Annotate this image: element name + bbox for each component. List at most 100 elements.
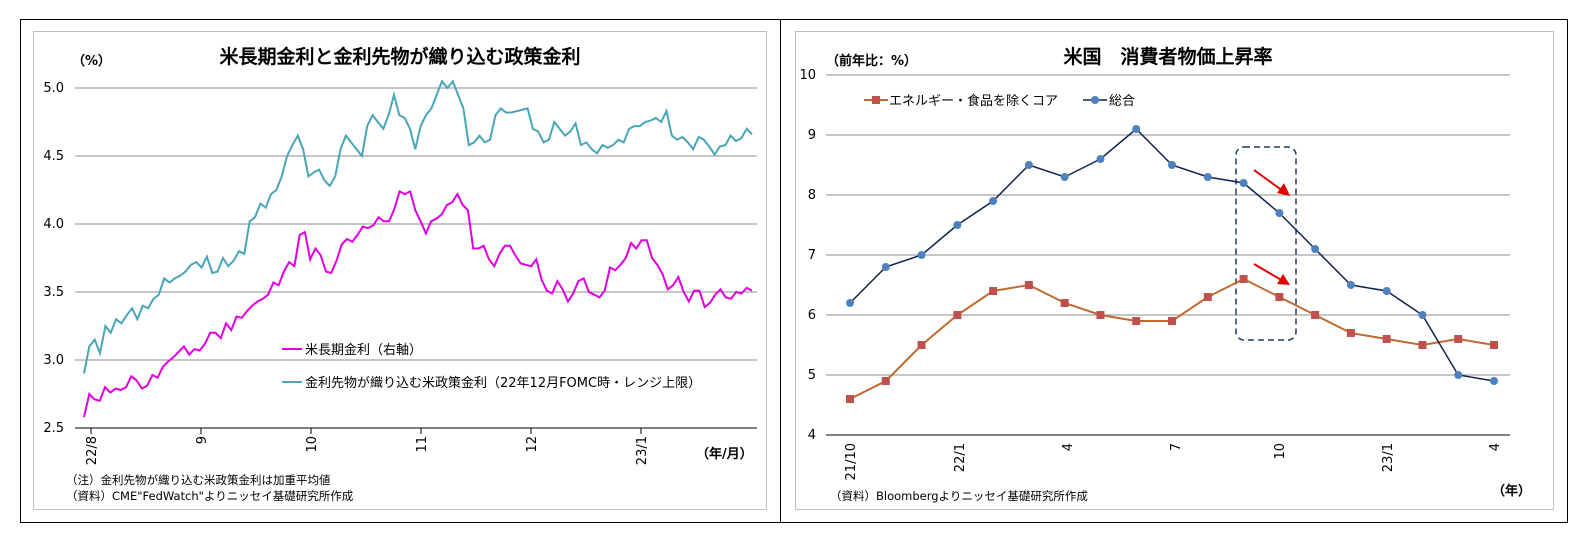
left-x-tick-22-8: 22/8 <box>85 436 100 465</box>
left-x-ticks <box>90 428 642 434</box>
left-y-tick-3.0: 3.0 <box>43 353 64 368</box>
right-y-tick-4: 4 <box>808 428 816 443</box>
data-point-21-12 <box>917 341 926 349</box>
right-legend: エネルギー・食品を除くコア 総合 <box>864 93 1135 109</box>
right-x-tick-23-1: 23/1 <box>1381 443 1396 472</box>
data-point-23-2 <box>1418 341 1427 349</box>
data-point-22-3 <box>1024 161 1033 169</box>
legend-label-policy-rate-futures: 金利先物が織り込む米政策金利（22年12月FOMC時・レンジ上限） <box>305 375 701 391</box>
left-chart: 米長期金利と金利先物が織り込む政策金利 （%） 5.0 4.5 4.0 3.5 … <box>43 45 757 503</box>
data-point-22-1 <box>953 311 962 319</box>
left-y-unit: （%） <box>72 53 111 69</box>
data-point-21-11 <box>881 263 890 271</box>
outer-frame-right <box>1567 19 1568 523</box>
right-x-tick-4: 4 <box>1061 443 1076 451</box>
left-x-tick-11: 11 <box>415 436 430 453</box>
right-chart-box <box>795 31 1554 510</box>
right-x-tick-4b: 4 <box>1488 443 1503 451</box>
outer-frame-left <box>20 19 21 523</box>
legend-marker-headline-cpi <box>1091 96 1099 104</box>
data-point-22-10 <box>1275 293 1284 301</box>
data-point-23-1 <box>1382 335 1391 343</box>
left-chart-box <box>33 31 767 510</box>
data-point-22-2 <box>989 287 998 295</box>
left-y-tick-labels: 5.0 4.5 4.0 3.5 3.0 2.5 <box>43 81 64 436</box>
right-y-tick-7: 7 <box>808 248 816 263</box>
down-arrow-head-icon <box>1277 183 1290 196</box>
down-arrow-icon <box>1253 263 1284 282</box>
data-point-23-4 <box>1490 341 1498 349</box>
data-point-22-8 <box>1203 293 1212 301</box>
data-point-22-4 <box>1060 173 1069 181</box>
left-chart-title: 米長期金利と金利先物が織り込む政策金利 <box>219 45 580 68</box>
data-point-22-12 <box>1346 281 1355 289</box>
right-chart: 米国 消費者物価上昇率 （前年比：%） 10 9 8 7 6 5 4 21/10… <box>799 45 1531 503</box>
left-x-tick-10: 10 <box>305 436 320 453</box>
data-point-23-4 <box>1490 377 1498 385</box>
left-x-tick-labels: 22/8 9 10 11 12 23/1 <box>85 436 650 465</box>
data-point-22-5 <box>1096 155 1105 163</box>
data-point-22-9 <box>1239 275 1248 283</box>
right-chart-title: 米国 消費者物価上昇率 <box>1063 45 1272 68</box>
right-y-tick-9: 9 <box>808 128 816 143</box>
right-x-tick-7: 7 <box>1169 443 1184 451</box>
right-x-unit: （年） <box>1492 483 1531 499</box>
right-y-tick-10: 10 <box>799 68 816 83</box>
left-y-tick-4.0: 4.0 <box>43 217 64 232</box>
data-point-23-3 <box>1454 371 1463 379</box>
right-y-tick-6: 6 <box>808 308 816 323</box>
highlight-box <box>1235 146 1297 341</box>
data-point-23-3 <box>1454 335 1463 343</box>
left-gridlines <box>75 87 757 361</box>
left-note: （注）金利先物が織り込む米政策金利は加重平均値 <box>66 473 331 487</box>
right-gridlines <box>826 74 1510 376</box>
left-x-tick-12: 12 <box>525 436 540 453</box>
legend-label-core-cpi: エネルギー・食品を除くコア <box>889 93 1058 109</box>
data-point-22-12 <box>1346 329 1355 337</box>
data-point-22-3 <box>1024 281 1033 289</box>
outer-frame-bottom <box>20 522 1568 523</box>
left-x-tick-23-1: 23/1 <box>635 436 650 465</box>
data-point-22-2 <box>989 197 998 205</box>
data-point-22-10 <box>1275 209 1284 217</box>
right-x-tick-21-10: 21/10 <box>844 443 859 480</box>
right-y-unit: （前年比：%） <box>826 53 917 69</box>
data-point-22-1 <box>953 221 962 229</box>
left-series-us-10y-yield-line <box>83 189 753 418</box>
left-y-tick-3.5: 3.5 <box>43 285 64 300</box>
data-point-22-7 <box>1168 161 1176 169</box>
down-arrow-head-icon <box>1277 274 1290 285</box>
data-point-22-8 <box>1203 173 1212 181</box>
data-point-21-12 <box>917 251 926 259</box>
data-point-22-11 <box>1311 311 1320 319</box>
left-x-unit: （年/月） <box>696 446 753 462</box>
right-headline-markers <box>846 125 1498 385</box>
outer-frame-top <box>20 19 1568 20</box>
data-point-22-5 <box>1096 311 1105 319</box>
legend-marker-core-cpi <box>872 96 880 104</box>
left-y-tick-5.0: 5.0 <box>43 81 64 96</box>
data-point-21-10 <box>846 395 854 403</box>
left-source: （資料）CME"FedWatch"よりニッセイ基礎研究所作成 <box>66 489 354 503</box>
legend-label-headline-cpi: 総合 <box>1109 94 1135 109</box>
data-point-22-4 <box>1060 299 1069 307</box>
panel-divider <box>780 19 781 523</box>
left-x-tick-9: 9 <box>195 436 210 444</box>
right-x-tick-labels: 21/10 22/1 4 7 10 23/1 4 <box>844 443 1503 480</box>
legend-label-us-10y-yield: 米長期金利（右軸） <box>305 342 422 358</box>
right-source: （資料）Bloombergよりニッセイ基礎研究所作成 <box>830 489 1088 503</box>
right-y-tick-5: 5 <box>808 368 816 383</box>
left-y-tick-4.5: 4.5 <box>43 149 64 164</box>
data-point-23-1 <box>1382 287 1391 295</box>
right-x-tick-10: 10 <box>1273 443 1288 460</box>
left-legend: 米長期金利（右軸） 金利先物が織り込む米政策金利（22年12月FOMC時・レンジ… <box>282 342 701 391</box>
right-y-tick-labels: 10 9 8 7 6 5 4 <box>799 68 816 443</box>
right-y-tick-8: 8 <box>808 188 816 203</box>
right-core-markers <box>846 275 1498 403</box>
left-y-tick-2.5: 2.5 <box>43 421 64 436</box>
down-arrow-icon <box>1253 169 1284 192</box>
data-point-22-9 <box>1239 179 1248 187</box>
right-series-core-cpi-line <box>849 277 1495 400</box>
data-point-22-6 <box>1132 317 1141 325</box>
